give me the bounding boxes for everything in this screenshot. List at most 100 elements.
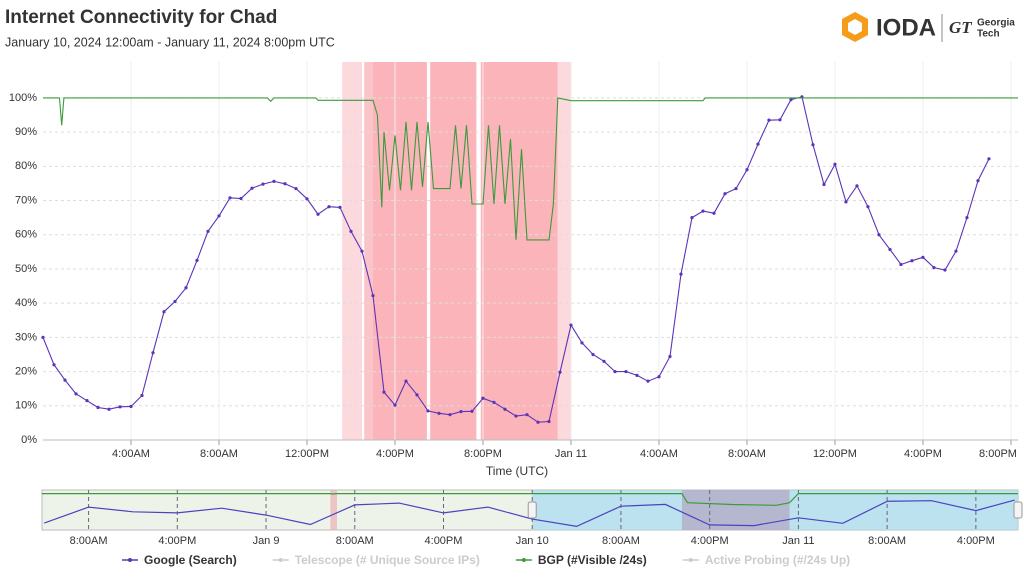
data-point bbox=[85, 399, 89, 403]
data-point bbox=[459, 410, 463, 414]
x-tick-label: 4:00PM bbox=[376, 448, 414, 460]
x-tick-label: 8:00PM bbox=[979, 448, 1017, 460]
data-point bbox=[74, 392, 78, 396]
data-point bbox=[866, 205, 870, 209]
data-point bbox=[503, 407, 507, 411]
navigator-tick-label: 4:00PM bbox=[957, 535, 995, 547]
data-point bbox=[250, 186, 254, 190]
data-point bbox=[921, 255, 925, 259]
legend-entry[interactable]: Telescope (# Unique Source IPs) bbox=[295, 553, 480, 567]
navigator-handle[interactable] bbox=[1013, 501, 1023, 519]
y-tick-label: 40% bbox=[15, 297, 37, 309]
x-tick-label: 4:00AM bbox=[640, 448, 678, 460]
outage-region bbox=[364, 62, 373, 440]
x-tick-label: 12:00PM bbox=[813, 448, 857, 460]
data-point bbox=[701, 209, 705, 213]
data-point bbox=[129, 404, 133, 409]
navigator-tick-label: 8:00AM bbox=[602, 535, 640, 547]
data-point bbox=[910, 259, 914, 263]
data-point bbox=[756, 142, 760, 146]
data-point bbox=[327, 205, 331, 209]
org-line: Georgia bbox=[977, 18, 1015, 29]
outage-region bbox=[430, 62, 477, 440]
navigator-tick-label: 8:00AM bbox=[868, 535, 906, 547]
x-tick-label: 8:00PM bbox=[464, 448, 502, 460]
data-point bbox=[415, 393, 419, 397]
navigator-line bbox=[42, 493, 1018, 506]
data-point bbox=[437, 411, 441, 415]
data-point bbox=[932, 265, 936, 270]
data-point bbox=[833, 162, 837, 166]
data-point bbox=[492, 400, 496, 404]
y-tick-label: 0% bbox=[21, 434, 37, 446]
gt-mark: GT bbox=[949, 18, 972, 37]
data-point bbox=[360, 249, 364, 253]
legend-marker-dot bbox=[521, 558, 526, 562]
data-point bbox=[481, 396, 485, 400]
y-tick-label: 90% bbox=[15, 126, 37, 138]
data-point bbox=[261, 182, 265, 186]
logo: IODA GT Georgia Tech bbox=[842, 12, 1015, 42]
legend-marker-dot bbox=[128, 558, 132, 562]
data-point bbox=[349, 229, 353, 233]
y-tick-label: 60% bbox=[15, 229, 37, 241]
data-point bbox=[602, 359, 606, 363]
data-point bbox=[624, 369, 628, 374]
data-point bbox=[338, 205, 342, 209]
data-point bbox=[272, 179, 276, 183]
data-point bbox=[591, 352, 595, 357]
legend-entry[interactable]: Active Probing (#/24s Up) bbox=[705, 553, 850, 567]
x-tick-label: 12:00PM bbox=[285, 448, 329, 460]
data-point bbox=[184, 286, 188, 290]
data-point bbox=[745, 168, 749, 172]
data-point bbox=[217, 214, 221, 218]
data-point bbox=[41, 335, 45, 339]
data-point bbox=[514, 414, 518, 418]
chart-subtitle: January 10, 2024 12:00am - January 11, 2… bbox=[5, 35, 335, 49]
data-point bbox=[899, 262, 903, 267]
data-point bbox=[734, 186, 738, 191]
data-point bbox=[580, 341, 584, 345]
y-tick-label: 80% bbox=[15, 160, 37, 172]
data-point bbox=[63, 378, 67, 382]
data-point bbox=[668, 354, 672, 359]
data-point bbox=[888, 247, 892, 252]
data-point bbox=[558, 370, 562, 374]
data-point bbox=[690, 216, 694, 220]
y-tick-label: 50% bbox=[15, 263, 37, 275]
x-axis-label: Time (UTC) bbox=[486, 464, 548, 478]
data-point bbox=[52, 363, 56, 367]
data-point bbox=[140, 393, 144, 398]
data-point bbox=[613, 369, 617, 374]
data-point bbox=[426, 409, 430, 413]
data-point bbox=[657, 375, 661, 379]
data-point bbox=[811, 143, 815, 147]
data-point bbox=[294, 186, 298, 191]
legend-entry[interactable]: BGP (#Visible /24s) bbox=[538, 553, 647, 567]
x-tick-label: 8:00AM bbox=[728, 448, 766, 460]
data-point bbox=[239, 196, 243, 201]
data-point bbox=[316, 212, 320, 216]
legend-entry[interactable]: Google (Search) bbox=[144, 553, 237, 567]
data-point bbox=[305, 197, 309, 201]
navigator-tick-label: Jan 9 bbox=[253, 535, 280, 547]
y-tick-label: 20% bbox=[15, 365, 37, 377]
navigator-region bbox=[681, 490, 790, 530]
data-point bbox=[107, 407, 111, 411]
data-point bbox=[723, 192, 727, 196]
data-point bbox=[855, 184, 859, 188]
data-point bbox=[536, 420, 540, 424]
navigator-tick-label: 8:00AM bbox=[336, 535, 374, 547]
navigator-tick-label: 4:00PM bbox=[158, 535, 196, 547]
org-line: Tech bbox=[977, 29, 1000, 40]
data-point bbox=[679, 272, 683, 276]
legend-marker-dot bbox=[278, 558, 283, 562]
outage-region bbox=[342, 62, 362, 440]
data-point bbox=[877, 233, 881, 237]
data-point bbox=[151, 351, 155, 355]
data-point bbox=[789, 98, 793, 102]
data-point bbox=[822, 182, 826, 187]
navigator-handle[interactable] bbox=[527, 501, 537, 519]
logo-icon-inner bbox=[848, 19, 862, 35]
y-tick-label: 100% bbox=[9, 92, 37, 104]
